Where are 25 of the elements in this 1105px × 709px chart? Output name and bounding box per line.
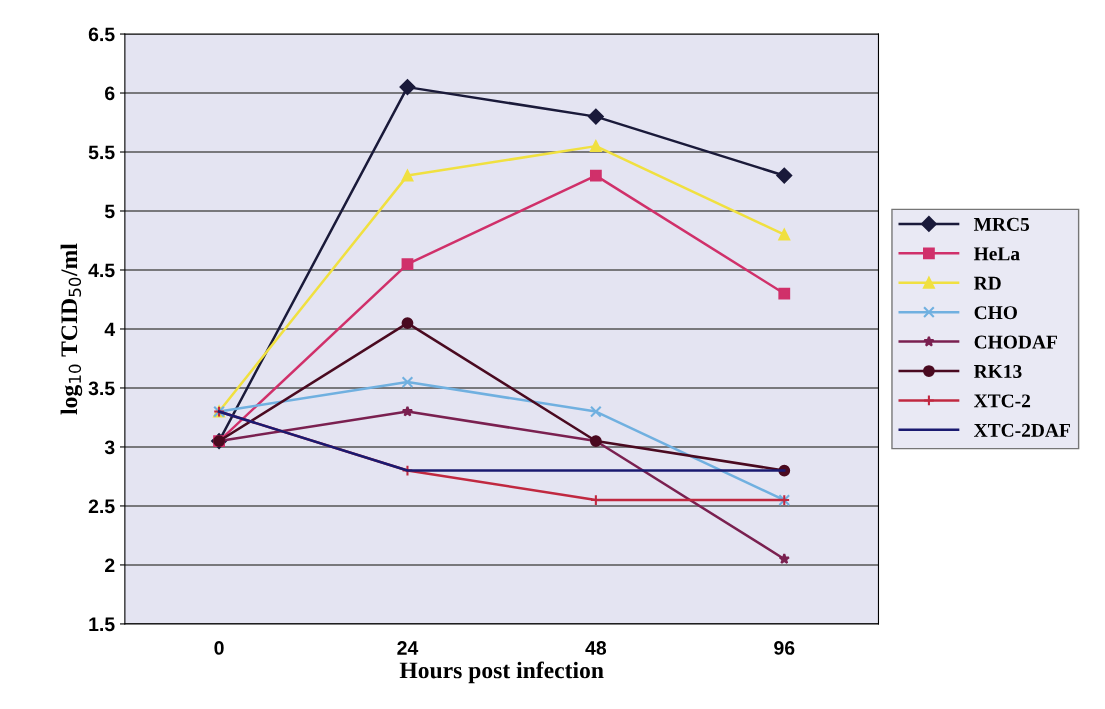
y-tick-label: 4.5 — [88, 263, 115, 278]
legend-label: XTC-2DAF — [973, 423, 1070, 437]
y-tick-label: 1.5 — [89, 617, 115, 632]
y-tick-label: 5 — [104, 204, 115, 219]
legend-label: XTC-2 — [973, 394, 1031, 408]
y-tick-label: 3 — [104, 440, 115, 455]
x-tick-label: 96 — [774, 641, 795, 655]
y-tick-label: 5.5 — [88, 145, 115, 160]
y-tick-label: 4 — [104, 322, 116, 337]
x-tick-label: 24 — [397, 641, 419, 655]
y-tick-label: 6.5 — [88, 27, 115, 42]
legend-label: RD — [973, 276, 1001, 290]
legend-label: RK13 — [973, 364, 1022, 379]
x-tick-label: 48 — [585, 641, 607, 655]
legend-label: CHO — [974, 306, 1017, 320]
y-tick-label: 6 — [105, 86, 115, 101]
y-tick-label: 2 — [105, 558, 115, 572]
x-axis-title: Hours post infection — [399, 661, 604, 684]
legend-label: CHODAF — [974, 335, 1057, 349]
y-axis-title: log$_{10}$ TCID$_{50}$/ml — [60, 243, 83, 415]
y-tick-label: 2.5 — [88, 499, 115, 514]
y-tick-label: 3.5 — [88, 381, 115, 396]
legend-label: HeLa — [973, 247, 1020, 261]
x-tick-label: 0 — [214, 641, 224, 655]
legend-label: MRC5 — [973, 217, 1030, 231]
